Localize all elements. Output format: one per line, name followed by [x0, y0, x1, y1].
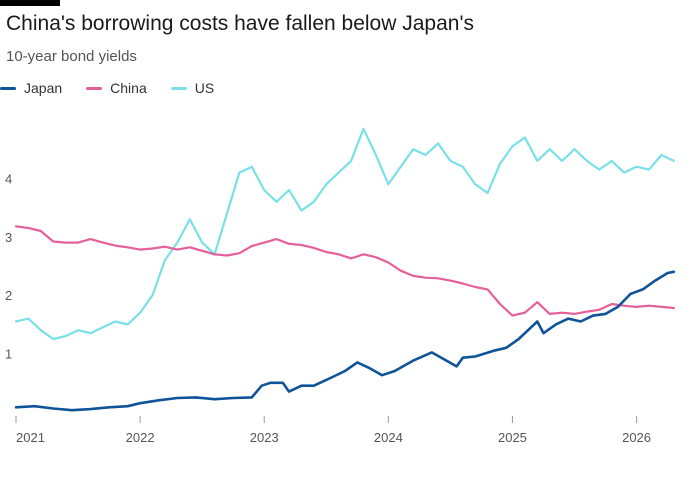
- legend-item-china: China: [86, 80, 147, 96]
- series-lines: [14, 127, 676, 412]
- y-tick-label-1: 1: [5, 347, 12, 362]
- x-tick-label-2025: 2025: [498, 430, 527, 445]
- legend-swatch-china: [86, 86, 103, 90]
- x-tick-label-2021: 2021: [16, 430, 45, 445]
- legend-item-us: US: [170, 80, 215, 96]
- chart-legend: Japan China US: [0, 80, 238, 96]
- series-line-japan: [14, 270, 676, 412]
- series-line-us: [14, 127, 675, 341]
- legend-swatch-japan: [0, 86, 16, 90]
- x-tick-label-2024: 2024: [374, 430, 403, 445]
- legend-label-china: China: [110, 80, 147, 96]
- chart-title: China's borrowing costs have fallen belo…: [6, 12, 474, 35]
- x-axis: 2021 2022 2023 2024 2025 2026: [15, 416, 651, 445]
- legend-swatch-us: [170, 86, 187, 90]
- y-tick-label-4: 4: [5, 171, 12, 186]
- legend-label-japan: Japan: [24, 80, 63, 96]
- brand-top-bar: [0, 0, 60, 6]
- x-tick-label-2023: 2023: [250, 430, 279, 445]
- y-tick-label-3: 3: [5, 230, 12, 245]
- chart-subtitle: 10-year bond yields: [6, 48, 137, 65]
- legend-label-us: US: [194, 80, 215, 96]
- y-axis: 1 2 3 4: [5, 171, 12, 361]
- x-tick-label-2022: 2022: [126, 430, 155, 445]
- x-tick-label-2026: 2026: [622, 430, 651, 445]
- y-tick-label-2: 2: [5, 288, 12, 303]
- series-line-china: [14, 225, 675, 317]
- legend-item-japan: Japan: [0, 80, 62, 96]
